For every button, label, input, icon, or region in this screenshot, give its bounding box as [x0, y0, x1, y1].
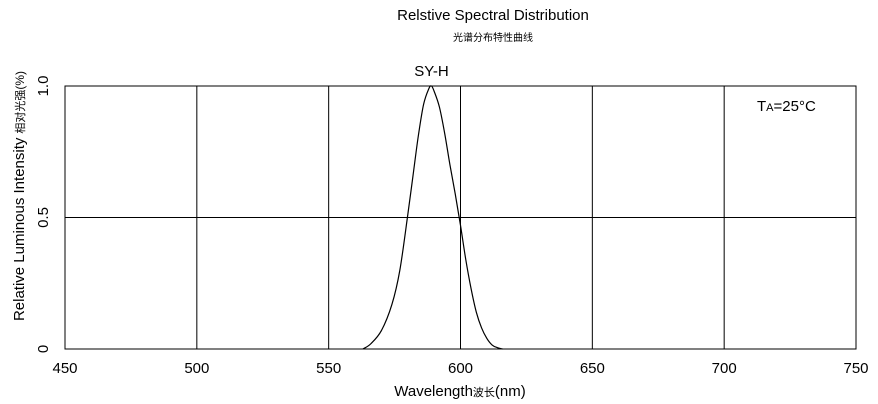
temperature-annotation: TA=25°C	[757, 98, 816, 115]
plot-frame	[64, 85, 857, 350]
grid-lines	[65, 86, 856, 349]
y-tick-label-0: 0	[35, 345, 52, 353]
y-tick-labels: 0 0.5 1.0	[35, 76, 52, 354]
y-axis-label-en: Relative Luminous Intensity	[11, 137, 28, 321]
x-tick-label-700: 700	[712, 360, 737, 377]
annotation-value: =25°C	[774, 98, 816, 115]
x-tick-label-450: 450	[52, 360, 77, 377]
y-tick-label-0.5: 0.5	[35, 207, 52, 228]
x-axis-label: Wavelength波长(nm)	[394, 383, 525, 400]
y-axis-label-unit: (%)	[13, 71, 27, 90]
chart-title: Relstive Spectral Distribution	[397, 7, 589, 24]
y-tick-label-1: 1.0	[35, 76, 52, 97]
x-tick-label-550: 550	[316, 360, 341, 377]
x-tick-label-500: 500	[184, 360, 209, 377]
x-axis-label-en: Wavelength	[394, 383, 473, 400]
x-tick-label-650: 650	[580, 360, 605, 377]
x-axis-label-unit: (nm)	[495, 383, 526, 400]
x-tick-label-750: 750	[843, 360, 868, 377]
y-axis-label: Relative Luminous Intensity 相对光强(%)	[11, 71, 28, 321]
y-axis-label-cn: 相对光强	[13, 90, 27, 134]
x-tick-label-600: 600	[448, 360, 473, 377]
chart-subtitle: 光谱分布特性曲线	[453, 31, 533, 44]
series-line-sy-h	[362, 85, 503, 350]
annotation-subscript: A	[766, 102, 774, 114]
series-label-sy-h: SY-H	[414, 63, 448, 80]
x-axis-label-cn: 波长	[473, 386, 495, 399]
x-tick-labels: 450 500 550 600 650 700 750	[52, 360, 868, 377]
annotation-t: T	[757, 98, 766, 115]
